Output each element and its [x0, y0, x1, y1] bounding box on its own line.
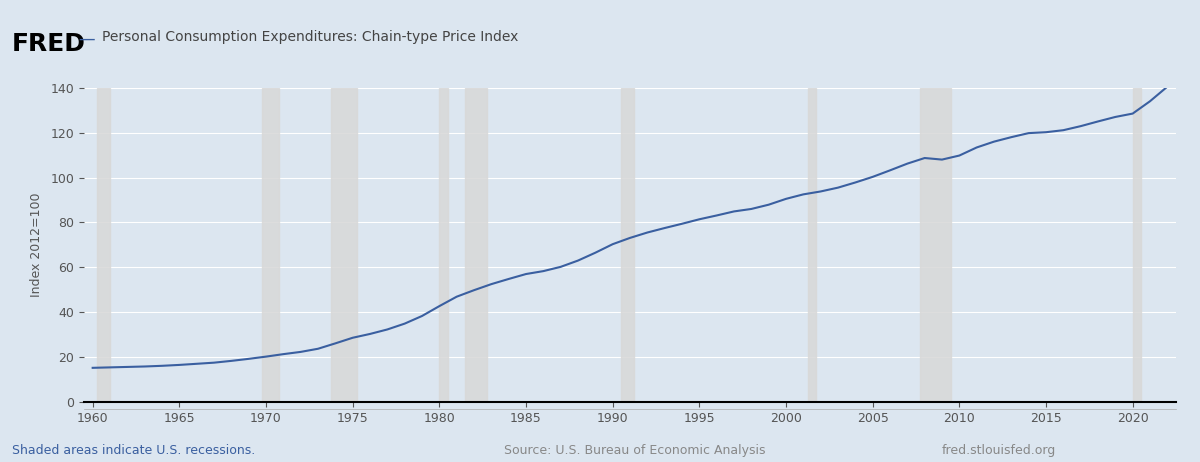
Bar [808, 88, 816, 402]
Bar [466, 88, 487, 402]
Y-axis label: Index 2012=100: Index 2012=100 [30, 193, 43, 297]
Text: Personal Consumption Expenditures: Chain-type Price Index: Personal Consumption Expenditures: Chain… [102, 30, 518, 44]
Bar [1133, 88, 1141, 402]
Text: FRED: FRED [12, 32, 86, 56]
Bar [622, 88, 635, 402]
Bar [262, 88, 278, 402]
Text: —: — [78, 30, 95, 48]
Bar [331, 88, 358, 402]
Text: Shaded areas indicate U.S. recessions.: Shaded areas indicate U.S. recessions. [12, 444, 256, 456]
Text: fred.stlouisfed.org: fred.stlouisfed.org [942, 444, 1056, 456]
Bar [439, 88, 448, 402]
Bar [920, 88, 950, 402]
Bar [97, 88, 110, 402]
Text: Source: U.S. Bureau of Economic Analysis: Source: U.S. Bureau of Economic Analysis [504, 444, 766, 456]
